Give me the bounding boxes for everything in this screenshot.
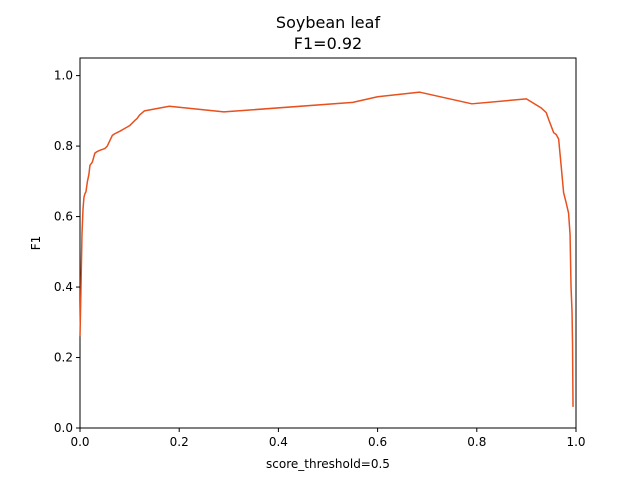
y-tick-label: 0.4 xyxy=(54,280,73,294)
series-line-f1 xyxy=(79,91,574,407)
y-axis-label: F1 xyxy=(29,236,43,251)
series-layer xyxy=(79,91,574,407)
x-tick-label: 0.2 xyxy=(170,435,189,449)
chart-title: Soybean leaf xyxy=(276,13,381,32)
x-tick-label: 0.6 xyxy=(368,435,387,449)
x-axis-label: score_threshold=0.5 xyxy=(266,457,390,471)
x-tick-label: 0.0 xyxy=(70,435,89,449)
y-tick-label: 1.0 xyxy=(54,69,73,83)
y-tick-label: 0.8 xyxy=(54,139,73,153)
y-tick-label: 0.6 xyxy=(54,210,73,224)
x-tick-label: 1.0 xyxy=(566,435,585,449)
x-tick-label: 0.8 xyxy=(467,435,486,449)
y-tick-label: 0.2 xyxy=(54,351,73,365)
chart-subtitle: F1=0.92 xyxy=(294,34,362,53)
x-axis-ticks: 0.0 0.2 0.4 0.6 0.8 1.0 xyxy=(70,428,586,449)
plot-area: 0.0 0.2 0.4 0.6 0.8 1.0 0.0 0.2 0.4 0.6 0.8 1.0 xyxy=(54,57,586,449)
y-tick-label: 0.0 xyxy=(54,421,73,435)
plot-frame xyxy=(79,57,577,429)
y-axis-ticks: 0.0 0.2 0.4 0.6 0.8 1.0 xyxy=(54,69,80,435)
x-tick-label: 0.4 xyxy=(269,435,288,449)
